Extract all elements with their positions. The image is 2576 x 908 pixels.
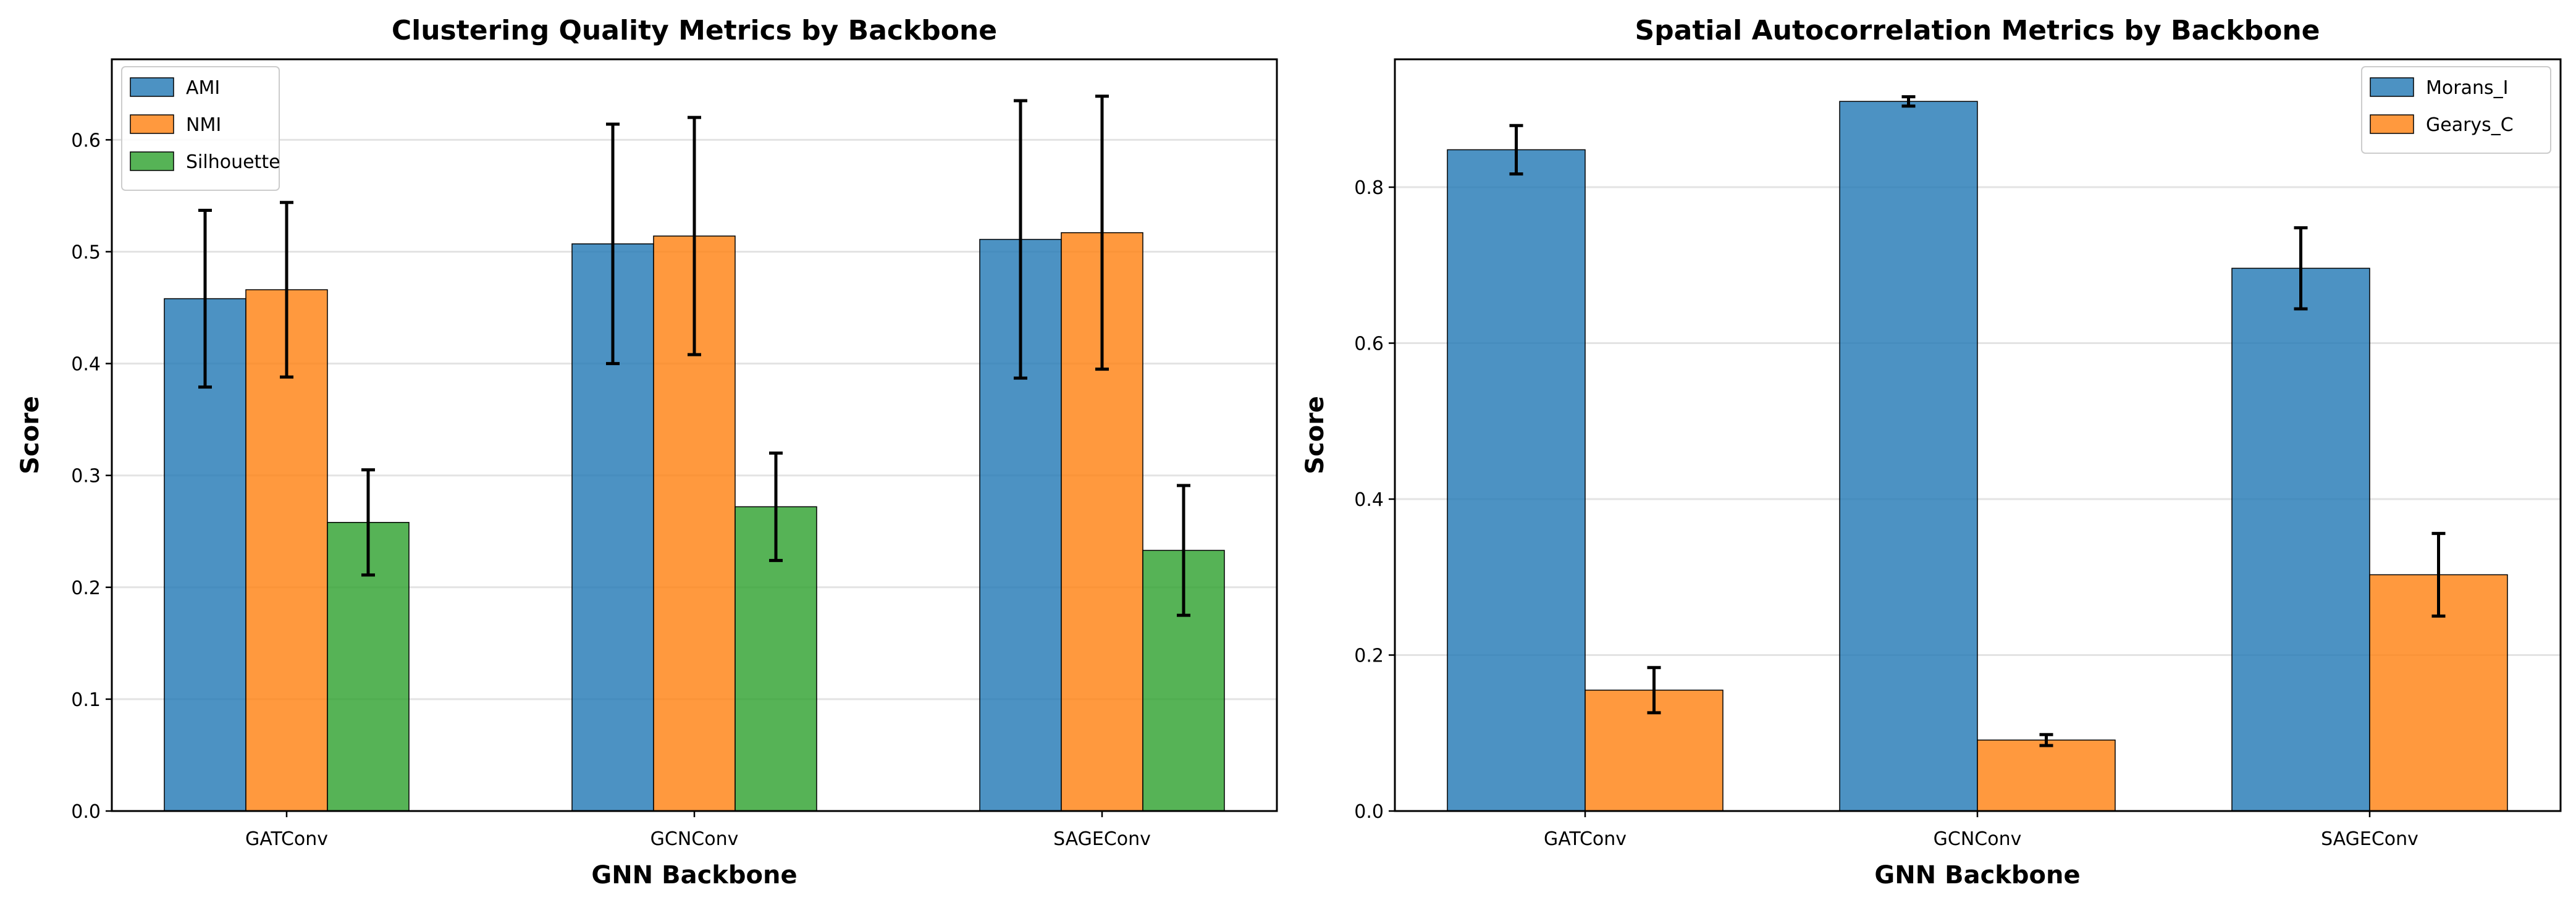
x-tick-label: GATConv <box>1544 828 1627 850</box>
bar-morans_i-sageconv <box>2231 267 2370 812</box>
y-tick-label: 0.3 <box>71 466 101 487</box>
plot-frame <box>111 58 1278 812</box>
legend: Morans_I Gearys_C <box>2361 66 2551 154</box>
y-tick-label: 0.5 <box>71 242 101 263</box>
legend-label: Morans_I <box>2426 77 2508 99</box>
error-bar <box>198 208 212 389</box>
legend-label: AMI <box>186 77 220 99</box>
legend-label: Gearys_C <box>2426 114 2514 136</box>
bar-gearys_c-gcnconv <box>1977 739 2116 812</box>
y-tick-label: 0.0 <box>1354 801 1384 823</box>
x-axis-label: GNN Backbone <box>1874 861 2080 889</box>
error-bar <box>361 468 375 577</box>
error-bar <box>1177 484 1190 617</box>
y-tick-label: 0.6 <box>71 130 101 151</box>
y-tick-label: 0.4 <box>71 354 101 376</box>
legend-swatch-morans_i <box>2370 77 2414 97</box>
error-bar <box>1901 95 1916 108</box>
chart-2: 0.0 0.2 0.4 0.6 0.8 GATConv GCNConv SAGEConv Spa… <box>1301 15 2562 889</box>
y-tick-label: 0.2 <box>71 578 101 599</box>
error-bar <box>2431 532 2446 618</box>
legend-swatch-gearys_c <box>2370 114 2414 134</box>
legend: AMI NMI Silhouette <box>121 66 280 191</box>
chart-title: Spatial Autocorrelation Metrics by Backb… <box>1635 15 2320 46</box>
legend-swatch-silhouette <box>130 151 174 171</box>
x-tick-label: GATConv <box>245 828 328 850</box>
x-tick-label: SAGEConv <box>1053 828 1151 850</box>
legend-label: Silhouette <box>186 151 280 173</box>
bar-morans_i-gatconv <box>1447 149 1586 812</box>
plot-frame <box>1394 58 2562 812</box>
legend-swatch-nmi <box>130 114 174 134</box>
error-bar <box>1647 666 1661 715</box>
y-axis-label: Score <box>1301 396 1329 474</box>
error-bar <box>769 451 783 562</box>
x-axis-label: GNN Backbone <box>591 861 797 889</box>
y-tick-label: 0.1 <box>71 689 101 711</box>
y-tick-label: 0.4 <box>1354 489 1384 511</box>
y-tick-label: 0.8 <box>1354 177 1384 199</box>
x-tick-label: GCNConv <box>650 828 739 850</box>
error-bar <box>1014 99 1027 380</box>
y-tick-label: 0.6 <box>1354 334 1384 355</box>
error-bar <box>606 122 620 366</box>
error-bar <box>2039 733 2053 747</box>
error-bar <box>2294 226 2308 311</box>
y-tick-label: 0.2 <box>1354 645 1384 667</box>
x-tick-label: SAGEConv <box>2321 828 2418 850</box>
y-axis-label: Score <box>16 396 44 474</box>
error-bar <box>1509 124 1523 176</box>
chart-1: 0.0 0.1 0.2 0.3 0.4 0.5 0.6 GATConv GCNConv SAGEC… <box>16 15 1278 889</box>
y-tick-label: 0.0 <box>71 801 101 823</box>
legend-label: NMI <box>186 114 221 136</box>
error-bar <box>688 116 701 356</box>
legend-swatch-ami <box>130 77 174 97</box>
x-tick-label: GCNConv <box>1934 828 2022 850</box>
error-bar <box>1095 95 1109 371</box>
error-bar <box>280 201 293 379</box>
bar-morans_i-gcnconv <box>1839 101 1978 812</box>
chart-title: Clustering Quality Metrics by Backbone <box>392 15 997 46</box>
